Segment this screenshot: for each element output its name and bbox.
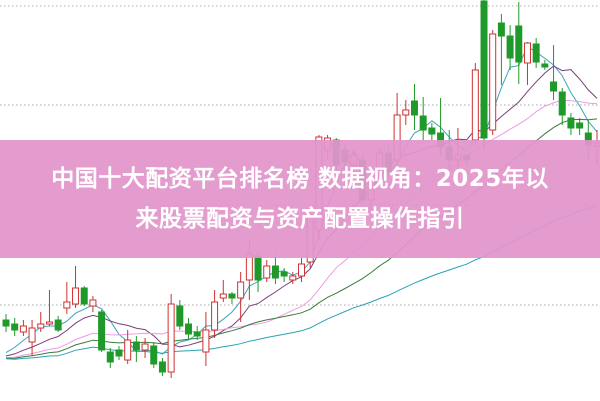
candle-up [237,281,245,299]
candle-up [124,339,132,361]
candle-down [228,293,236,299]
candle-down [576,122,584,129]
candle-down [497,22,505,37]
candle-down [115,349,123,357]
candle-up [72,287,80,305]
candle-down [480,0,488,139]
candle-up [167,303,175,373]
candle-down [428,127,436,135]
candle-up [45,321,53,325]
candle-down [280,271,288,277]
candle-down [419,115,427,131]
candle-up [141,343,149,351]
candle-down [2,319,10,327]
candle-up [63,301,71,309]
candle-up [489,33,497,131]
candle-down [80,287,88,305]
candle-up [89,299,97,307]
candle-down [185,323,193,335]
candle-down [271,265,279,279]
candle-down [515,25,523,63]
candle-up [28,327,36,343]
title-banner: 中国十大配资平台排名榜 数据视角：2025年以 来股票配资与资产配置操作指引 [0,140,600,258]
candle-up [219,293,227,299]
candle-up [523,42,531,64]
candle-down [558,91,566,116]
candle-down [106,351,114,363]
candle-up [19,325,27,333]
candle-up [202,329,210,353]
candle-down [193,331,201,337]
candle-down [158,361,166,373]
candle-down [567,117,575,129]
candle-down [54,319,62,331]
candle-up [402,109,410,116]
candle-down [132,341,140,351]
candle-up [211,301,219,331]
candle-up [263,265,271,279]
candle-down [11,323,19,331]
candle-down [532,43,540,63]
candle-up [289,275,297,281]
candle-down [506,35,514,59]
candle-up [298,263,305,277]
candle-down [541,63,549,68]
candle-down [176,305,184,327]
title-line-1: 中国十大配资平台排名榜 数据视角：2025年以 [51,166,549,192]
candle-down [410,100,418,116]
candle-up [37,323,45,329]
candle-down [550,81,558,92]
candle-down [98,311,106,351]
candle-down [254,255,262,281]
candle-up [471,69,479,141]
candle-down [150,345,158,365]
title-line-2: 来股票配资与资产配置操作指引 [135,206,465,232]
